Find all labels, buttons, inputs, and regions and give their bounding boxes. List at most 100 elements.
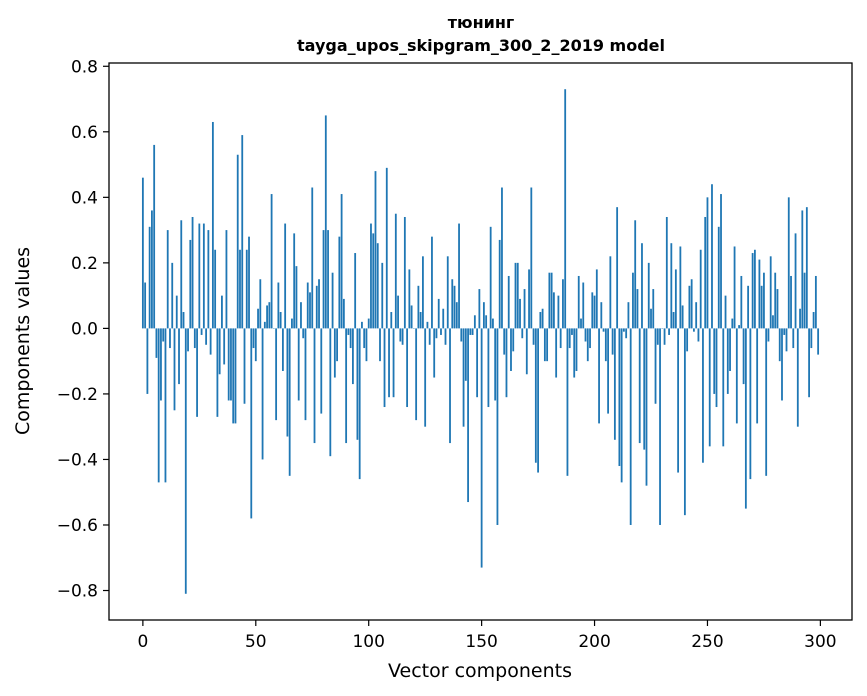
bar-128 [431, 236, 433, 329]
bar-163 [510, 328, 512, 371]
bar-16 [178, 328, 180, 385]
bar-65 [288, 328, 291, 476]
bar-71 [302, 328, 305, 339]
bar-268 [747, 285, 750, 329]
bar-60 [277, 282, 280, 329]
bar-77 [315, 285, 318, 329]
bar-275 [763, 272, 765, 329]
y-tick-label: −0.8 [57, 582, 98, 602]
bar-114 [399, 328, 402, 342]
bar-291 [799, 308, 801, 329]
bar-198 [589, 328, 591, 349]
bar-250 [706, 197, 709, 329]
bar-264 [738, 325, 740, 329]
bar-57 [270, 194, 273, 329]
bar-113 [397, 295, 399, 329]
bar-95 [356, 328, 359, 440]
bar-288 [792, 328, 795, 349]
x-tick-label: 250 [691, 632, 723, 652]
bar-211 [618, 328, 621, 467]
bar-83 [329, 328, 332, 457]
bar-74 [309, 292, 311, 329]
bar-24 [196, 328, 198, 417]
bar-26 [200, 328, 203, 335]
bar-28 [205, 328, 208, 345]
bar-35 [221, 295, 223, 329]
bar-149 [478, 289, 481, 329]
bar-121 [415, 328, 418, 421]
bar-200 [593, 295, 596, 329]
bar-295 [808, 328, 810, 398]
bar-181 [550, 272, 553, 329]
bar-173 [532, 328, 535, 345]
x-axis-ticks: 0 50 100 150 200 250 300 [137, 620, 837, 652]
bar-37 [225, 230, 228, 329]
bar-194 [580, 318, 582, 329]
bar-297 [812, 312, 815, 329]
bar-238 [679, 246, 682, 329]
bar-125 [424, 328, 427, 427]
bar-217 [632, 272, 634, 329]
bar-195 [582, 282, 585, 329]
bar-269 [749, 328, 752, 480]
bar-263 [735, 328, 738, 424]
bar-210 [616, 207, 619, 329]
bar-130 [435, 328, 438, 339]
bar-118 [408, 269, 411, 329]
bar-237 [677, 328, 680, 473]
bar-229 [659, 328, 661, 525]
bar-235 [672, 312, 675, 329]
bar-53 [261, 328, 264, 460]
bar-208 [611, 328, 614, 355]
bar-46 [245, 249, 248, 329]
bar-115 [401, 328, 404, 345]
bar-104 [376, 243, 379, 329]
plot-frame [108, 62, 853, 621]
bar-108 [385, 167, 388, 329]
bar-219 [636, 289, 639, 329]
bar-138 [453, 285, 456, 329]
bar-279 [772, 315, 774, 329]
bar-207 [609, 256, 612, 329]
bar-262 [733, 246, 736, 329]
bar-19 [184, 328, 187, 594]
bar-41 [234, 328, 237, 424]
bar-161 [505, 328, 508, 398]
bar-8 [160, 328, 162, 401]
bar-147 [473, 315, 476, 329]
bar-258 [724, 295, 727, 329]
bar-79 [320, 328, 323, 414]
bar-294 [805, 207, 808, 329]
bar-89 [342, 298, 345, 329]
bar-129 [433, 328, 436, 378]
bar-272 [756, 328, 759, 424]
bar-88 [340, 194, 343, 329]
bars-group [141, 89, 820, 594]
bar-10 [164, 328, 167, 483]
bar-270 [751, 253, 754, 329]
bar-4 [151, 210, 153, 329]
bar-49 [252, 328, 255, 349]
bar-100 [367, 318, 370, 329]
bar-45 [243, 328, 246, 404]
bar-178 [543, 328, 546, 362]
bar-55 [266, 305, 268, 329]
bar-63 [284, 223, 287, 329]
bar-62 [281, 328, 284, 371]
bar-246 [697, 328, 700, 342]
bar-168 [521, 328, 524, 339]
bar-239 [681, 305, 684, 329]
bar-87 [338, 236, 341, 329]
bar-40 [232, 328, 235, 424]
bar-86 [336, 328, 338, 362]
bar-162 [507, 275, 510, 329]
bar-21 [189, 239, 192, 329]
bar-245 [695, 302, 698, 329]
bar-70 [300, 302, 302, 329]
bar-134 [444, 328, 447, 345]
x-tick-label: 200 [578, 632, 610, 652]
bar-201 [595, 269, 598, 329]
bar-228 [656, 328, 659, 345]
bar-243 [690, 279, 693, 329]
